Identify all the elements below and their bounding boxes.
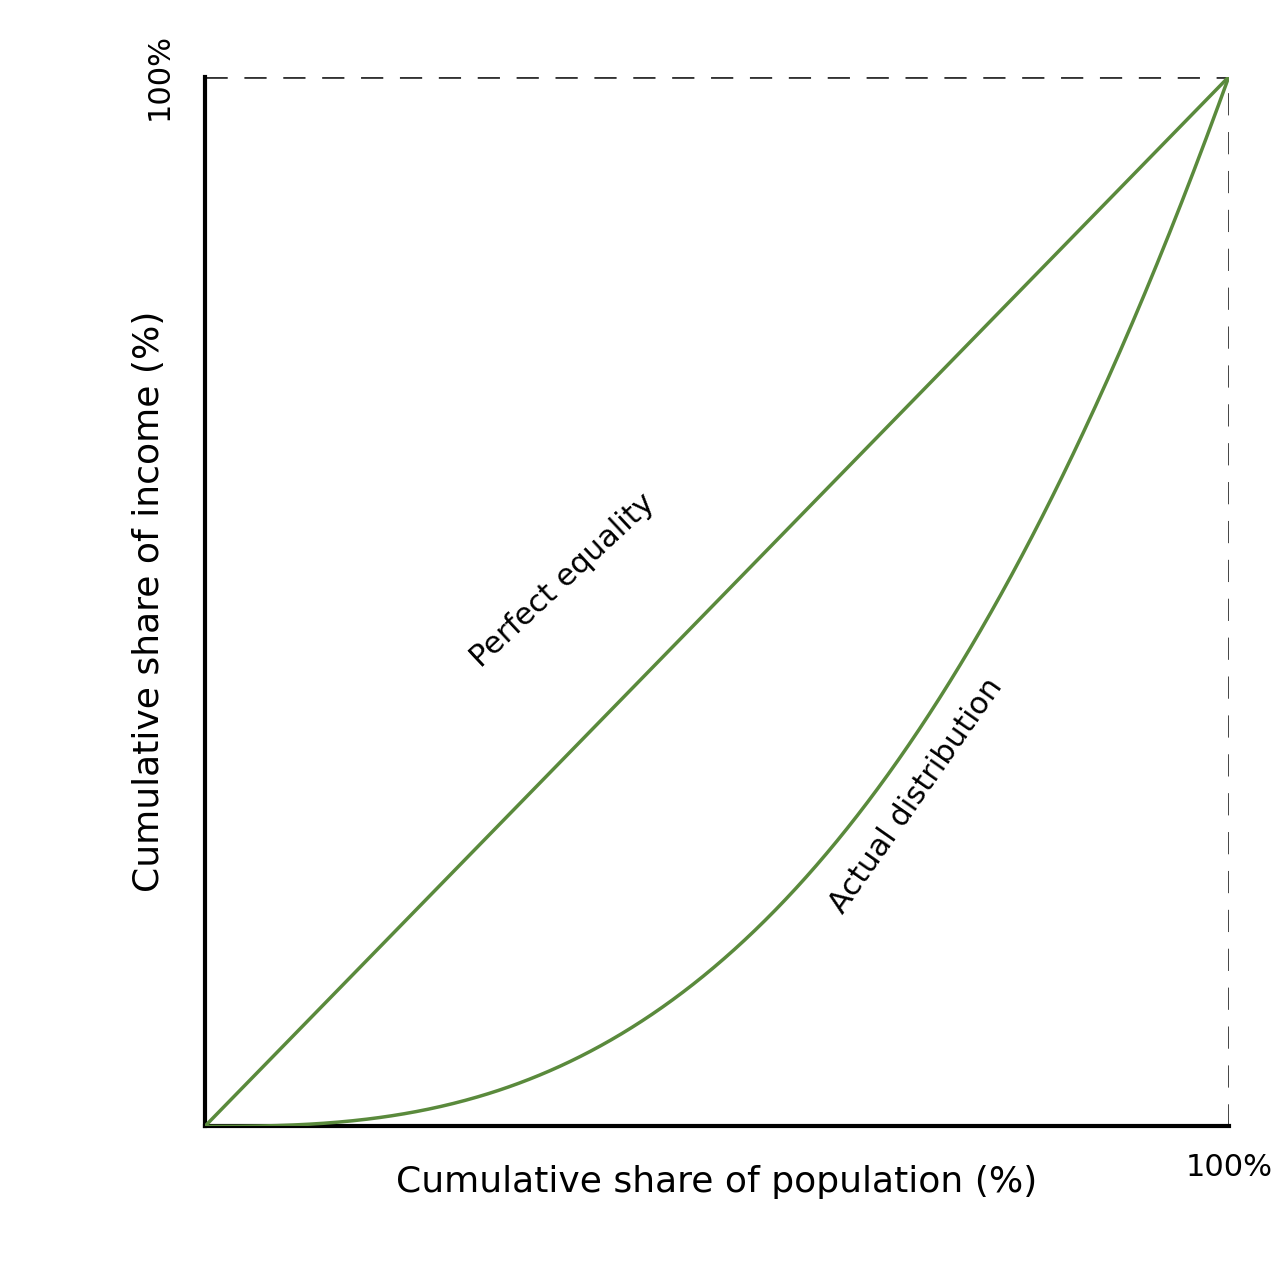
Y-axis label: Cumulative share of income (%): Cumulative share of income (%) (132, 311, 166, 892)
Text: 100%: 100% (1185, 1152, 1272, 1181)
Text: Actual distribution: Actual distribution (824, 673, 1009, 919)
Text: Perfect equality: Perfect equality (466, 488, 660, 673)
X-axis label: Cumulative share of population (%): Cumulative share of population (%) (397, 1165, 1037, 1199)
Text: 100%: 100% (145, 33, 174, 120)
